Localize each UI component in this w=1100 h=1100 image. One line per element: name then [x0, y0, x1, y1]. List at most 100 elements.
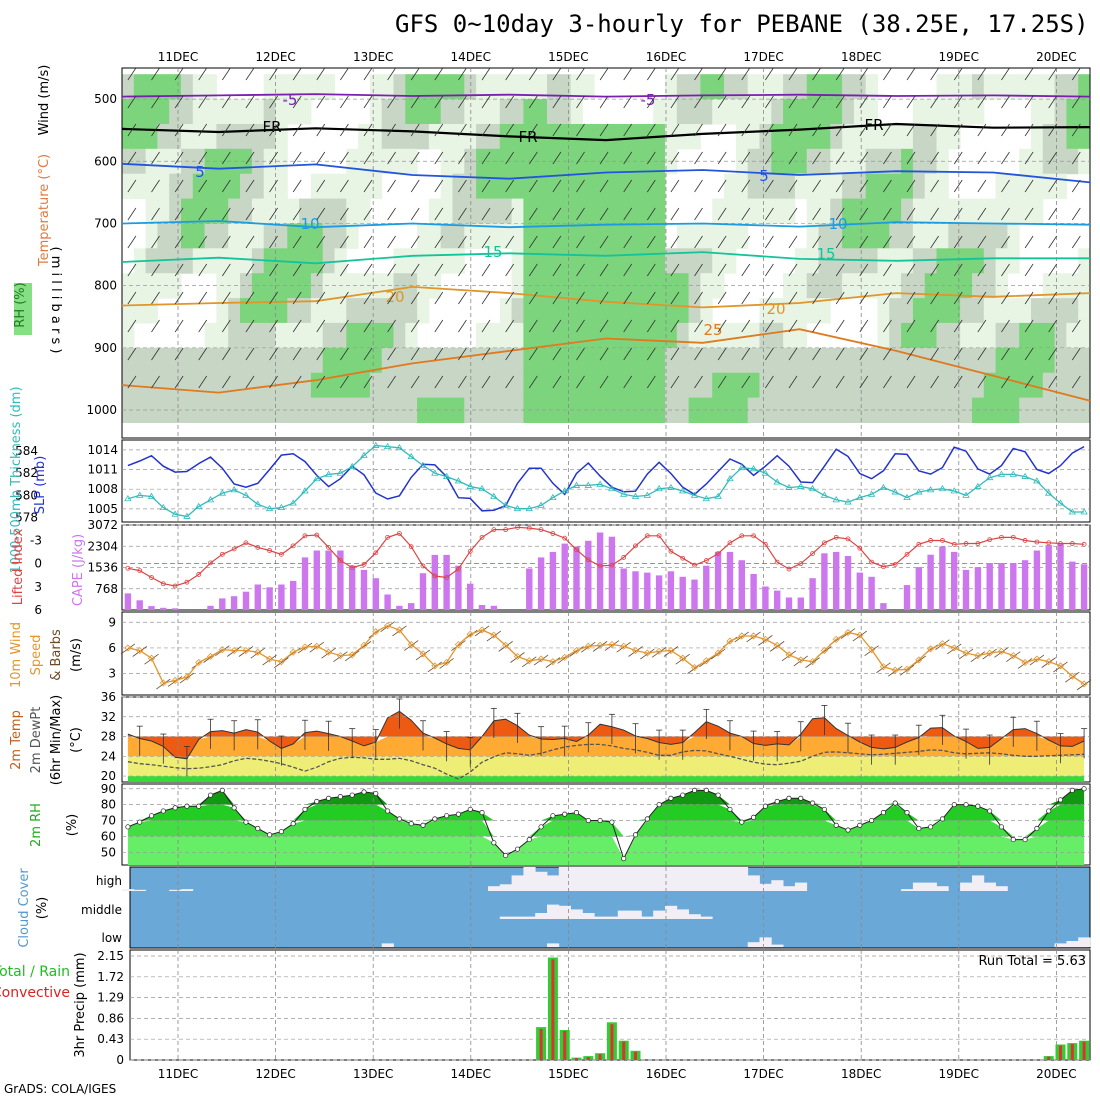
temp-tick-label: 32: [101, 710, 116, 724]
rh-cell: [157, 223, 170, 249]
wind-barb: [198, 347, 208, 361]
rh-cell: [853, 223, 867, 249]
wind-barb: [222, 235, 231, 249]
rh-cell: [783, 372, 796, 399]
rh-cell: [157, 347, 170, 374]
rh-cell: [901, 322, 914, 349]
rh-cell: [511, 223, 524, 249]
wind-barb: [292, 347, 302, 361]
rh-cell: [358, 347, 371, 374]
rh-cell: [216, 322, 229, 349]
wind-barb: [222, 347, 231, 361]
rh-cell: [511, 198, 524, 224]
wind-barb: [222, 319, 231, 333]
cape-bar: [537, 557, 545, 610]
rh-cell: [688, 223, 701, 249]
wind-barb: [505, 375, 515, 389]
cape-bar: [573, 546, 580, 610]
wind-speed-marker: [395, 626, 403, 634]
wind-barb: [906, 95, 916, 109]
wind-barb: [245, 207, 255, 221]
surface-wind-barb: [333, 651, 348, 662]
rh-cell: [310, 322, 324, 349]
wind-barb: [528, 123, 538, 137]
temp-axis-label: 2m DewPt: [29, 707, 44, 774]
rh-marker: [715, 792, 721, 798]
temp-band: [127, 776, 1085, 782]
rh-cell: [853, 198, 867, 224]
rh-cell: [936, 198, 949, 224]
wind-barb: [765, 235, 774, 249]
wind-barb: [198, 235, 208, 249]
wind-speed-marker: [1068, 672, 1076, 680]
rh-cell: [381, 124, 394, 150]
cloud-cell: [617, 867, 630, 891]
rh-cell: [169, 124, 182, 150]
precip-convective-bar: [539, 1029, 543, 1060]
rh-cell: [558, 198, 572, 224]
rh-cell: [794, 322, 808, 349]
rh-cell: [794, 173, 808, 200]
rh-cell: [617, 173, 631, 200]
wind-barb: [859, 179, 869, 193]
wind-speed-marker: [785, 651, 793, 659]
wind-barb: [788, 291, 798, 305]
rh-tick-label: 90: [101, 782, 116, 796]
isotherm-label: 5: [195, 163, 205, 181]
cloud-cell: [133, 889, 146, 891]
rh-marker: [1046, 808, 1052, 814]
rh-cell: [263, 74, 276, 100]
rh-cell: [960, 198, 973, 224]
cape-bar: [136, 600, 143, 610]
rh-cell: [771, 124, 784, 150]
cape-bar: [726, 551, 734, 610]
rh-cell: [960, 397, 973, 423]
cloud-cell: [499, 884, 512, 891]
run-total-label: Run Total = 5.63: [978, 954, 1086, 969]
li-marker: [1034, 539, 1040, 545]
rh-cell: [122, 74, 135, 100]
wind-barb: [127, 207, 137, 221]
wind-barb: [151, 207, 160, 221]
rh-cell: [735, 99, 749, 125]
rh-cell: [617, 198, 631, 224]
rh-cell: [1031, 99, 1044, 125]
wind-barb: [835, 95, 845, 109]
cape-bar: [360, 569, 368, 610]
rh-cell: [535, 148, 548, 175]
rh-cell: [393, 322, 406, 349]
rh-cell: [417, 347, 430, 374]
li-marker: [231, 546, 237, 552]
rh-cell: [547, 248, 560, 274]
rh-cell: [1078, 248, 1091, 274]
wind-barb: [316, 95, 326, 109]
rh-cell: [665, 372, 678, 399]
li-marker: [219, 551, 225, 557]
li-tick-label: 0: [34, 557, 42, 571]
thickness-tick-label: 582: [15, 466, 38, 480]
isotherm-line: [121, 162, 1091, 184]
cloud-cell: [570, 867, 583, 891]
wind-barb: [765, 179, 774, 193]
wind-barb: [1071, 67, 1081, 81]
wind-barb: [906, 151, 916, 165]
isotherm-line: [121, 328, 1091, 402]
wind-barb: [410, 291, 420, 305]
rh-cell: [558, 248, 572, 274]
wind-barb: [505, 319, 515, 333]
surface-wind-barb: [215, 645, 230, 656]
rh-cell: [924, 173, 937, 200]
rh-cell: [251, 173, 265, 200]
wind-barb: [623, 291, 633, 305]
rh-cell: [936, 372, 949, 399]
wind-barb: [670, 67, 680, 81]
wind-barb: [1048, 263, 1058, 277]
wind-barb: [481, 319, 491, 333]
rh-marker: [998, 824, 1005, 830]
wind-speed-line: [127, 624, 1085, 685]
wind-barb: [387, 347, 396, 361]
rh-cell: [169, 148, 182, 175]
wind-barb: [717, 67, 727, 81]
thickness-marker: [797, 482, 805, 489]
rh-marker: [420, 822, 426, 828]
